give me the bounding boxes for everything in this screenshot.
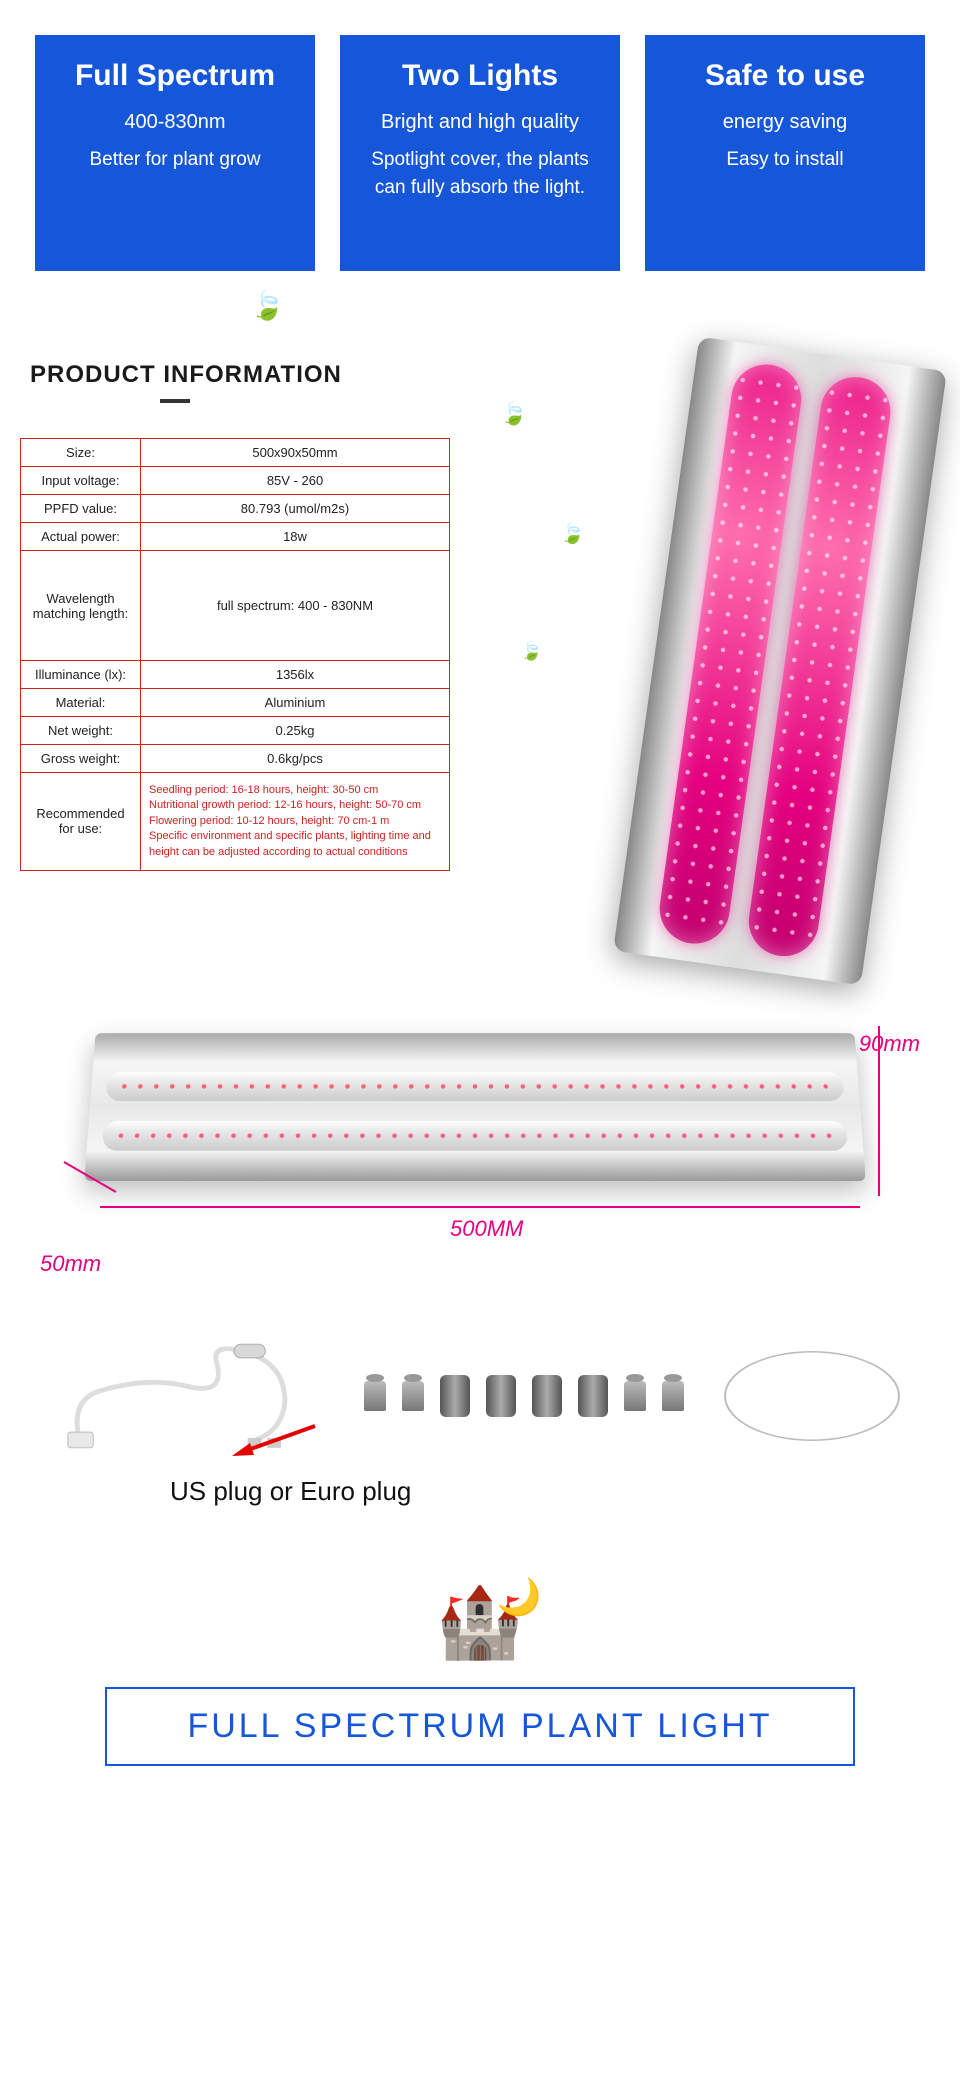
- table-row: Material:Aluminium: [21, 689, 450, 717]
- card-title: Two Lights: [362, 59, 598, 93]
- spec-key: Wavelength matching length:: [21, 551, 141, 661]
- feature-card: Safe to use energy saving Easy to instal…: [645, 35, 925, 271]
- footer-title: FULL SPECTRUM PLANT LIGHT: [105, 1687, 855, 1766]
- card-subtitle: 400-830nm: [57, 111, 293, 134]
- spec-value: 80.793 (umol/m2s): [141, 495, 450, 523]
- mount-cylinder-icon: [486, 1375, 516, 1417]
- screw-icon: [364, 1381, 386, 1411]
- product-info-heading: PRODUCT INFORMATION: [20, 361, 450, 413]
- spec-value: Seedling period: 16-18 hours, height: 30…: [141, 773, 450, 871]
- spec-value: 500x90x50mm: [141, 439, 450, 467]
- plug-note-text: US plug or Euro plug: [170, 1476, 411, 1506]
- card-body: Better for plant grow: [57, 146, 293, 174]
- mount-cylinder-icon: [532, 1375, 562, 1417]
- dimension-section: 90mm 500MM 50mm: [0, 921, 960, 1527]
- spec-key: PPFD value:: [21, 495, 141, 523]
- spec-key: Input voltage:: [21, 467, 141, 495]
- spec-key: Size:: [21, 439, 141, 467]
- spec-value: 1356lx: [141, 661, 450, 689]
- dim-length-label: 500MM: [450, 1216, 523, 1242]
- leaf-icon: 🍃: [500, 401, 527, 427]
- leaf-decor-row: 🍃: [0, 271, 960, 341]
- product-info-block: PRODUCT INFORMATION Size:500x90x50mmInpu…: [20, 361, 450, 871]
- moon-icon: 🌙: [497, 1579, 542, 1615]
- hardware-pieces: [364, 1375, 684, 1417]
- screw-icon: [624, 1381, 646, 1411]
- accessories-row: [30, 1311, 930, 1491]
- spec-key: Gross weight:: [21, 745, 141, 773]
- spec-value: 0.6kg/pcs: [141, 745, 450, 773]
- mount-cylinder-icon: [578, 1375, 608, 1417]
- table-row: Size:500x90x50mm: [21, 439, 450, 467]
- grow-light-horizontal-illustration: [84, 1033, 865, 1181]
- hanging-wire-icon: [724, 1351, 900, 1441]
- spec-key: Illuminance (lx):: [21, 661, 141, 689]
- spec-value: 85V - 260: [141, 467, 450, 495]
- table-row: Wavelength matching length:full spectrum…: [21, 551, 450, 661]
- spec-key: Net weight:: [21, 717, 141, 745]
- spec-key: Actual power:: [21, 523, 141, 551]
- spec-table: Size:500x90x50mmInput voltage:85V - 260P…: [20, 438, 450, 871]
- feature-cards-row: Full Spectrum 400-830nm Better for plant…: [0, 0, 960, 271]
- leaf-icon: 🍃: [560, 521, 585, 546]
- card-body: Easy to install: [667, 146, 903, 174]
- product-section: PRODUCT INFORMATION Size:500x90x50mmInpu…: [0, 341, 960, 921]
- table-row: Actual power:18w: [21, 523, 450, 551]
- card-subtitle: Bright and high quality: [362, 111, 598, 134]
- arrow-icon: [230, 1421, 320, 1461]
- plug-note: US plug or Euro plug: [30, 1476, 930, 1507]
- spec-value: 0.25kg: [141, 717, 450, 745]
- screw-icon: [662, 1381, 684, 1411]
- table-row: Net weight:0.25kg: [21, 717, 450, 745]
- castle-icon: 🏰🌙: [436, 1587, 523, 1657]
- spec-key: Material:: [21, 689, 141, 717]
- table-row: Illuminance (lx):1356lx: [21, 661, 450, 689]
- table-row: PPFD value:80.793 (umol/m2s): [21, 495, 450, 523]
- table-row: Gross weight:0.6kg/pcs: [21, 745, 450, 773]
- feature-card: Two Lights Bright and high quality Spotl…: [340, 35, 620, 271]
- spec-value: full spectrum: 400 - 830NM: [141, 551, 450, 661]
- screw-icon: [402, 1381, 424, 1411]
- grow-light-vertical-illustration: [613, 337, 947, 986]
- card-subtitle: energy saving: [667, 111, 903, 134]
- card-title: Full Spectrum: [57, 59, 293, 93]
- leaf-icon: 🍃: [520, 641, 542, 662]
- card-body: Spotlight cover, the plants can fully ab…: [362, 146, 598, 201]
- table-row: Recommended for use:Seedling period: 16-…: [21, 773, 450, 871]
- dim-depth-label: 50mm: [40, 1251, 101, 1277]
- spec-value: Aluminium: [141, 689, 450, 717]
- card-title: Safe to use: [667, 59, 903, 93]
- table-row: Input voltage:85V - 260: [21, 467, 450, 495]
- spec-value: 18w: [141, 523, 450, 551]
- spec-key: Recommended for use:: [21, 773, 141, 871]
- dim-width-label: 90mm: [859, 1031, 920, 1057]
- footer-section: 🏰🌙 FULL SPECTRUM PLANT LIGHT: [0, 1527, 960, 1836]
- dimension-diagram: 90mm 500MM 50mm: [30, 991, 930, 1311]
- mount-cylinder-icon: [440, 1375, 470, 1417]
- feature-card: Full Spectrum 400-830nm Better for plant…: [35, 35, 315, 271]
- leaf-icon: 🍃: [250, 289, 285, 322]
- product-image: 🍃 🍃 🍃: [490, 341, 925, 871]
